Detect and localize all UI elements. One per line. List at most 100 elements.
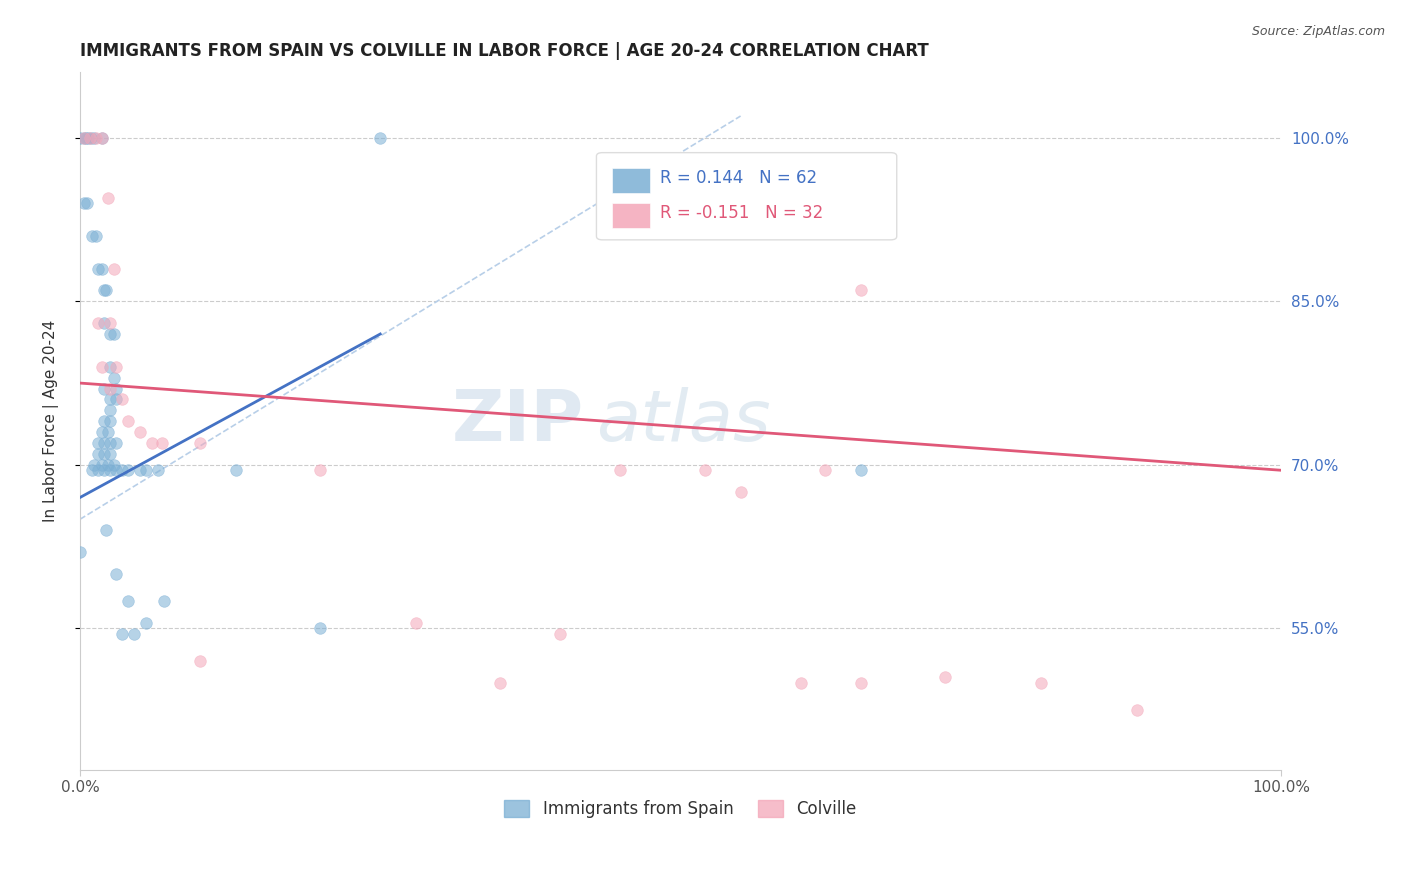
Point [309,621,332,635]
Point [98,326,121,341]
Point [98,403,121,417]
Point [849,463,872,477]
Point [97,425,120,439]
Text: IMMIGRANTS FROM SPAIN VS COLVILLE IN LABOR FORCE | AGE 20-24 CORRELATION CHART: IMMIGRANTS FROM SPAIN VS COLVILLE IN LAB… [80,42,929,60]
Point [76,196,98,211]
Point [104,566,127,581]
FancyBboxPatch shape [612,202,651,228]
Text: Source: ZipAtlas.com: Source: ZipAtlas.com [1251,25,1385,38]
Legend: Immigrants from Spain, Colville: Immigrants from Spain, Colville [498,793,863,824]
Point [814,463,837,477]
Point [90,131,112,145]
Point [98,447,121,461]
Point [188,654,211,668]
Text: ZIP: ZIP [453,387,585,456]
Point [117,594,139,608]
Point [97,191,120,205]
Point [77,131,100,145]
Point [103,261,125,276]
Point [117,414,139,428]
FancyBboxPatch shape [596,153,897,240]
Point [93,414,115,428]
Point [87,261,110,276]
Point [150,436,173,450]
Point [117,463,139,477]
Point [789,675,811,690]
Point [146,463,169,477]
Point [368,131,391,145]
Point [693,463,716,477]
Point [98,359,121,374]
Point [79,131,101,145]
Text: atlas: atlas [596,387,770,456]
Y-axis label: In Labor Force | Age 20-24: In Labor Force | Age 20-24 [44,320,59,523]
Point [75,131,97,145]
Point [122,626,145,640]
Point [69,131,91,145]
Point [98,463,121,477]
Point [103,458,125,472]
Point [96,284,118,298]
Point [98,436,121,450]
Point [111,626,134,640]
Point [609,463,631,477]
Point [84,131,107,145]
Point [98,316,121,330]
Point [104,436,127,450]
Point [90,458,112,472]
Point [103,326,125,341]
Point [93,316,115,330]
Point [83,458,105,472]
Point [90,261,112,276]
Point [104,382,127,396]
Point [104,463,127,477]
Point [129,425,152,439]
Point [87,436,110,450]
Point [1029,675,1052,690]
Point [103,370,125,384]
Point [111,463,134,477]
Point [188,436,211,450]
Point [96,523,118,537]
FancyBboxPatch shape [612,168,651,193]
Point [98,382,121,396]
Point [489,675,512,690]
Point [72,196,94,211]
Point [87,316,110,330]
Point [405,615,427,630]
Point [550,626,572,640]
Point [104,392,127,407]
Point [69,545,91,559]
Point [1126,703,1149,717]
Point [135,615,157,630]
Point [97,458,120,472]
Point [111,392,134,407]
Point [80,463,103,477]
Point [153,594,176,608]
Point [80,228,103,243]
Point [309,463,332,477]
Point [104,359,127,374]
Point [849,284,872,298]
Point [135,463,157,477]
Point [93,447,115,461]
Point [730,485,752,500]
Point [87,463,110,477]
Point [225,463,247,477]
Point [93,436,115,450]
Point [849,675,872,690]
Point [141,436,163,450]
Point [129,463,152,477]
Point [93,463,115,477]
Point [934,670,956,684]
Point [84,228,107,243]
Point [93,382,115,396]
Point [98,392,121,407]
Point [90,131,112,145]
Point [87,447,110,461]
Point [72,131,94,145]
Point [90,359,112,374]
Point [90,425,112,439]
Point [80,131,103,145]
Point [83,131,105,145]
